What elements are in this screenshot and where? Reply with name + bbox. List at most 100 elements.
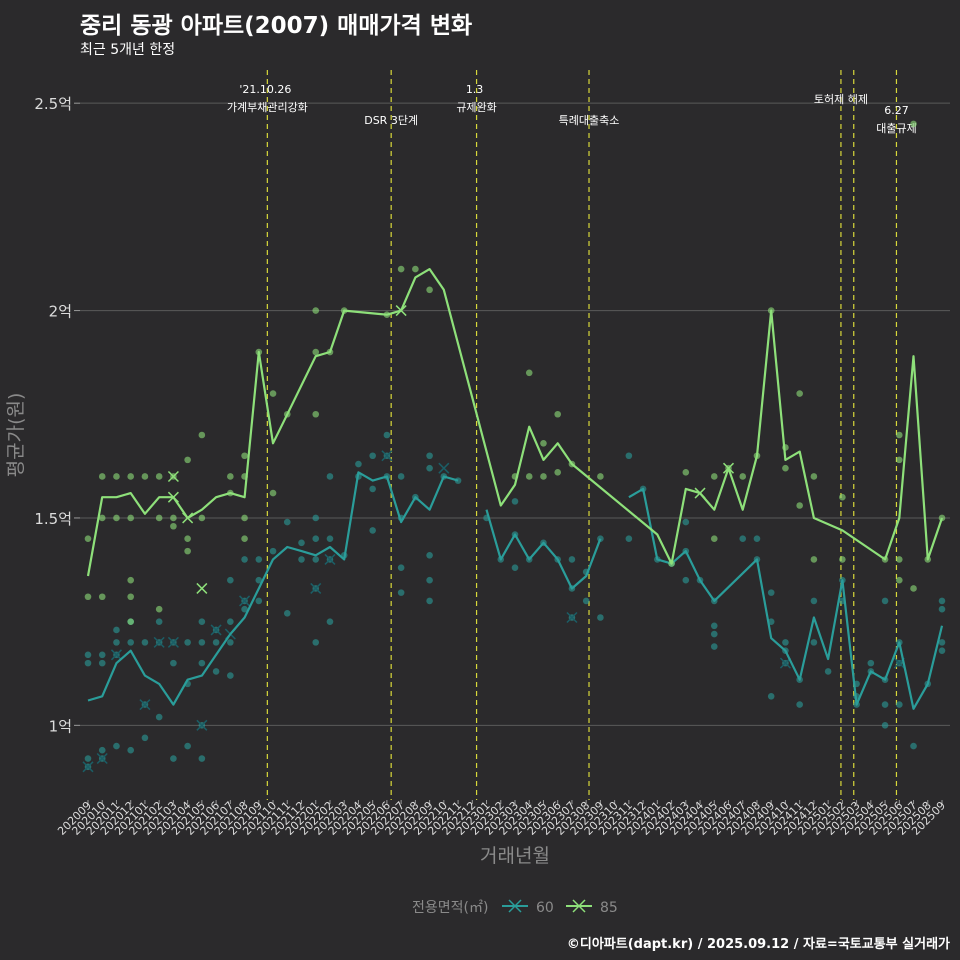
series-line bbox=[485, 509, 602, 590]
data-point bbox=[896, 456, 903, 464]
data-point bbox=[397, 473, 405, 480]
data-point bbox=[113, 626, 120, 634]
data-point bbox=[155, 514, 163, 522]
data-point bbox=[896, 701, 903, 708]
cross-stroke bbox=[96, 752, 108, 765]
data-point bbox=[241, 535, 248, 542]
data-cross bbox=[438, 462, 450, 474]
cross-stroke bbox=[438, 462, 450, 474]
data-point bbox=[113, 514, 120, 522]
data-point bbox=[896, 556, 903, 563]
data-cross bbox=[82, 761, 94, 773]
cross-stroke bbox=[324, 553, 336, 565]
data-point bbox=[782, 464, 789, 472]
data-point bbox=[127, 514, 134, 522]
data-point bbox=[283, 610, 291, 617]
data-point bbox=[312, 348, 320, 356]
event-label: 가계부채관리강화 bbox=[227, 101, 308, 114]
data-point bbox=[227, 576, 234, 584]
data-point bbox=[426, 597, 433, 605]
legend-label: 85 bbox=[600, 900, 618, 916]
data-point bbox=[241, 514, 248, 522]
data-point bbox=[170, 514, 177, 522]
cross-stroke bbox=[381, 450, 393, 462]
data-point bbox=[767, 693, 775, 700]
data-point bbox=[241, 452, 248, 460]
data-cross bbox=[381, 450, 393, 462]
data-point bbox=[84, 755, 92, 762]
data-point bbox=[910, 120, 917, 128]
data-point bbox=[113, 639, 120, 646]
data-point bbox=[582, 597, 590, 605]
cross-stroke bbox=[210, 624, 222, 636]
data-point bbox=[824, 668, 832, 675]
data-point bbox=[212, 668, 220, 675]
data-point bbox=[625, 452, 633, 460]
data-point bbox=[839, 556, 846, 563]
data-point bbox=[198, 659, 206, 667]
data-point bbox=[198, 514, 206, 522]
data-point bbox=[98, 593, 106, 601]
cross-stroke bbox=[139, 699, 151, 711]
series-85 bbox=[84, 120, 946, 625]
legend-item-85: 85 bbox=[566, 899, 618, 916]
data-point bbox=[227, 639, 234, 646]
data-point bbox=[753, 535, 761, 542]
data-point bbox=[426, 464, 433, 472]
data-point bbox=[682, 469, 690, 476]
data-point bbox=[312, 514, 320, 522]
data-point bbox=[938, 647, 946, 654]
data-point bbox=[511, 564, 519, 572]
data-point bbox=[241, 556, 248, 563]
data-point bbox=[127, 639, 134, 646]
data-point bbox=[255, 576, 263, 584]
data-point bbox=[682, 518, 690, 526]
data-point bbox=[326, 473, 334, 480]
data-point bbox=[198, 618, 206, 625]
legend-cross bbox=[508, 899, 522, 913]
cross-stroke bbox=[82, 761, 94, 773]
data-point bbox=[298, 556, 305, 563]
data-point bbox=[810, 597, 818, 605]
data-point bbox=[369, 527, 376, 534]
cross-stroke bbox=[566, 611, 578, 624]
data-point bbox=[127, 618, 134, 625]
legend-item-60: 60 bbox=[502, 899, 554, 916]
data-point bbox=[84, 659, 92, 667]
data-point bbox=[255, 556, 263, 563]
data-point bbox=[796, 701, 803, 708]
chart-subtitle: 최근 5개년 한정 bbox=[80, 42, 176, 58]
data-point bbox=[767, 589, 775, 596]
data-point bbox=[241, 605, 248, 613]
data-point bbox=[198, 431, 206, 439]
legend-label: 60 bbox=[536, 900, 554, 916]
cross-stroke bbox=[167, 636, 179, 648]
data-cross bbox=[153, 636, 165, 648]
data-point bbox=[938, 639, 946, 646]
data-point bbox=[710, 535, 718, 542]
data-point bbox=[881, 701, 889, 708]
data-point bbox=[198, 755, 206, 762]
data-point bbox=[881, 597, 889, 605]
data-point bbox=[710, 622, 718, 630]
data-point bbox=[867, 659, 875, 667]
series-line bbox=[87, 471, 459, 706]
data-point bbox=[426, 576, 433, 584]
data-point bbox=[910, 742, 917, 750]
data-point bbox=[896, 431, 903, 439]
data-point bbox=[796, 502, 803, 509]
data-point bbox=[397, 265, 405, 273]
data-point bbox=[710, 630, 718, 638]
data-point bbox=[227, 618, 234, 625]
event-label: '21.10.26 bbox=[239, 83, 291, 96]
data-point bbox=[412, 265, 419, 273]
data-point bbox=[312, 307, 320, 314]
data-point bbox=[269, 489, 277, 497]
data-point bbox=[184, 547, 191, 555]
data-point bbox=[141, 473, 149, 480]
data-point bbox=[554, 469, 561, 476]
data-point bbox=[298, 539, 305, 547]
y-tick-label: 2억 bbox=[49, 303, 72, 321]
data-point bbox=[155, 605, 163, 613]
